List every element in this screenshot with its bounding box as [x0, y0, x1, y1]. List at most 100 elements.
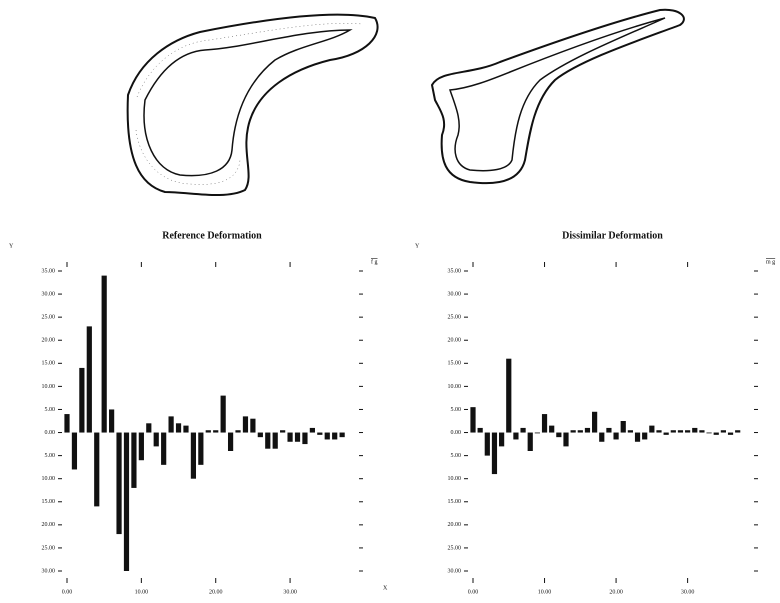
bar — [64, 414, 70, 433]
y-tick-label: 10.00 — [42, 476, 56, 482]
bar — [339, 432, 345, 438]
shape-reference — [126, 13, 379, 197]
bar — [317, 432, 323, 435]
bar — [663, 432, 669, 435]
y-tick-label: 10.00 — [448, 384, 462, 390]
y-tick-label: 30.00 — [448, 291, 462, 297]
bar — [513, 432, 519, 440]
bar — [713, 432, 719, 435]
bar — [175, 423, 182, 433]
bar — [620, 421, 626, 433]
bar — [109, 409, 115, 433]
bar — [563, 432, 569, 447]
bar — [541, 414, 548, 433]
corner-label: m g — [766, 259, 775, 265]
bar — [527, 432, 533, 451]
shape-dissimilar — [430, 8, 685, 185]
bar — [161, 432, 167, 465]
bar — [227, 432, 234, 451]
y-tick-label: 10.00 — [42, 384, 56, 390]
x-tick-label: 0.00 — [468, 589, 479, 595]
bar — [131, 432, 137, 488]
bar — [677, 430, 684, 433]
x-tick-label: 20.00 — [609, 589, 623, 595]
y-tick-label: 35.00 — [42, 268, 56, 274]
y-tick-label: 25.00 — [448, 545, 462, 551]
x-tick-label: 30.00 — [283, 589, 297, 595]
bar — [491, 432, 498, 475]
bar — [183, 425, 189, 433]
bar — [549, 425, 555, 433]
bar — [499, 432, 505, 447]
y-tick-label: 30.00 — [448, 568, 462, 574]
bar — [324, 432, 330, 440]
bar — [198, 432, 204, 465]
y-tick-label: 20.00 — [42, 522, 56, 528]
bar — [470, 407, 476, 433]
y-tick-label: 0.00 — [451, 430, 462, 436]
bar — [727, 432, 734, 435]
bar — [205, 430, 211, 433]
bar — [138, 432, 144, 461]
x-tick-label: 10.00 — [135, 589, 149, 595]
bar — [146, 423, 152, 433]
bar — [294, 432, 301, 442]
y-tick-label: 5.00 — [45, 407, 56, 413]
bar — [642, 432, 648, 440]
bar — [613, 432, 619, 440]
y-tick-label: 25.00 — [42, 545, 56, 551]
bar — [79, 367, 85, 433]
bar — [649, 425, 655, 433]
x-tick-label: 20.00 — [209, 589, 223, 595]
y-tick-label: 5.00 — [451, 453, 462, 459]
bar — [265, 432, 271, 449]
bar — [592, 411, 598, 433]
bar — [272, 432, 278, 449]
bar — [584, 427, 591, 433]
bar — [599, 432, 605, 442]
bar — [720, 430, 726, 433]
y-axis-label: Y — [9, 243, 14, 249]
bar — [520, 427, 526, 433]
bar — [153, 432, 159, 447]
bar — [656, 430, 662, 433]
bar — [101, 275, 107, 433]
y-tick-label: 30.00 — [42, 568, 56, 574]
bar — [477, 427, 483, 433]
bar — [280, 430, 286, 433]
bar — [116, 432, 122, 535]
y-tick-label: 20.00 — [42, 338, 56, 344]
bar — [71, 432, 78, 470]
y-axis-label: Y — [415, 243, 420, 249]
bar — [94, 432, 100, 507]
bar — [220, 395, 226, 433]
y-tick-label: 5.00 — [451, 407, 462, 413]
bar — [692, 427, 698, 433]
y-tick-label: 0.00 — [45, 430, 56, 436]
bar — [190, 432, 197, 479]
chart-title: Dissimilar Deformation — [562, 230, 663, 241]
bar — [257, 432, 263, 438]
x-tick-label: 30.00 — [681, 589, 695, 595]
bar — [235, 430, 241, 433]
bar — [534, 432, 540, 434]
y-tick-label: 15.00 — [42, 361, 56, 367]
y-tick-label: 20.00 — [448, 522, 462, 528]
bar — [634, 432, 641, 442]
bar — [302, 432, 308, 445]
y-tick-label: 35.00 — [448, 268, 462, 274]
bar — [685, 430, 691, 433]
y-tick-label: 25.00 — [448, 315, 462, 321]
bar — [287, 432, 293, 442]
bar — [706, 432, 712, 434]
chart-title: Reference Deformation — [162, 230, 262, 241]
y-tick-label: 30.00 — [42, 291, 56, 297]
bar — [627, 430, 633, 433]
y-tick-label: 15.00 — [42, 499, 56, 505]
bar — [484, 432, 490, 456]
bar — [250, 418, 256, 433]
x-axis-label: X — [383, 585, 388, 591]
bar — [735, 430, 741, 433]
x-tick-label: 10.00 — [538, 589, 552, 595]
